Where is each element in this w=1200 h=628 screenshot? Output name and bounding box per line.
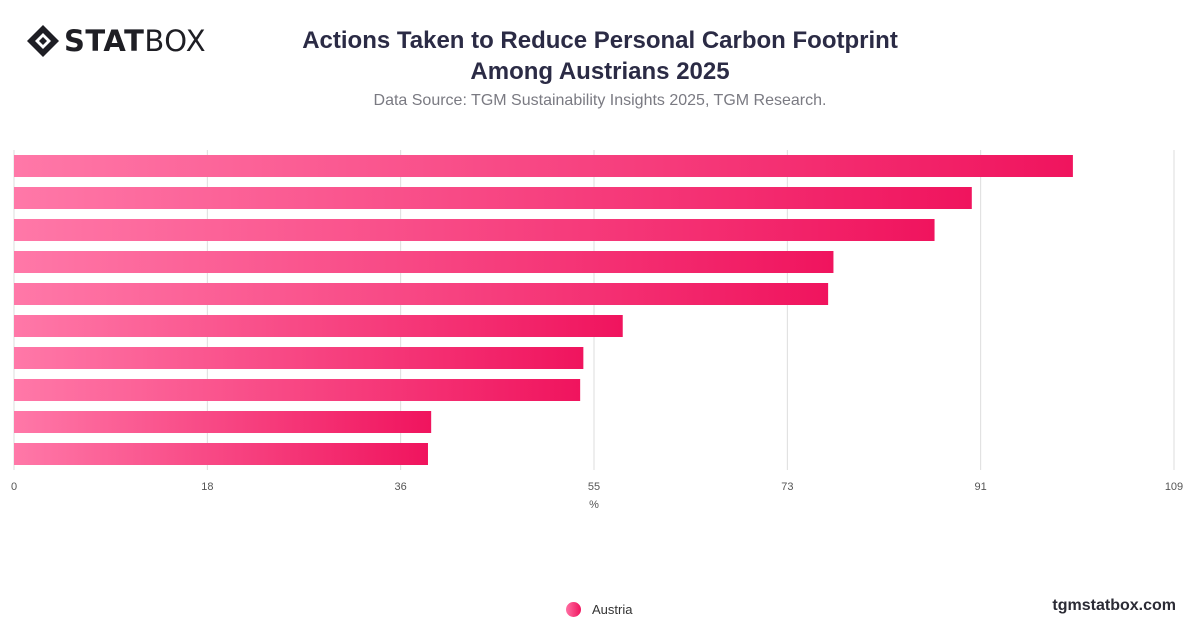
x-tick-label: 109 bbox=[1165, 481, 1183, 493]
logo-text-light: BOX bbox=[144, 24, 207, 58]
legend-label-austria: Austria bbox=[592, 602, 633, 617]
chart-title-line2: Among Austrians 2025 bbox=[470, 58, 730, 85]
brand-footer[interactable]: tgmstatbox.com bbox=[1052, 597, 1176, 614]
bar-6[interactable] bbox=[14, 315, 623, 337]
bar-5[interactable] bbox=[14, 283, 829, 305]
bar-10[interactable] bbox=[14, 443, 428, 465]
bar-8[interactable] bbox=[14, 379, 581, 401]
legend-marker bbox=[566, 602, 581, 617]
legend[interactable]: Austria bbox=[566, 602, 632, 617]
bar-3[interactable] bbox=[14, 219, 935, 241]
x-axis-ticks: 0 18 36 55 73 91 109 bbox=[11, 481, 1183, 493]
bars bbox=[14, 155, 1073, 465]
bar-7[interactable] bbox=[14, 347, 584, 369]
x-tick-label: 55 bbox=[588, 481, 600, 493]
chart-subtitle: Data Source: TGM Sustainability Insights… bbox=[373, 92, 827, 109]
x-tick-label: 91 bbox=[975, 481, 987, 493]
bar-2[interactable] bbox=[14, 187, 972, 209]
chart-title: Actions Taken to Reduce Personal Carbon … bbox=[250, 25, 950, 87]
logo-text-bold: STAT bbox=[64, 24, 145, 58]
x-tick-label: 36 bbox=[395, 481, 407, 493]
bar-chart: 0 18 36 55 73 91 109 % bbox=[11, 150, 1183, 511]
x-tick-label: 73 bbox=[781, 481, 793, 493]
x-tick-label: 18 bbox=[201, 481, 213, 493]
x-axis-label: % bbox=[589, 499, 599, 511]
statbox-logo-icon bbox=[27, 25, 59, 57]
bar-9[interactable] bbox=[14, 411, 432, 433]
logo: STATBOX bbox=[26, 24, 206, 58]
bar-1[interactable] bbox=[14, 155, 1073, 177]
chart-title-line1: Actions Taken to Reduce Personal Carbon … bbox=[302, 27, 898, 54]
logo-text: STATBOX bbox=[64, 24, 206, 58]
x-tick-label: 0 bbox=[11, 481, 17, 493]
bar-4[interactable] bbox=[14, 251, 834, 273]
